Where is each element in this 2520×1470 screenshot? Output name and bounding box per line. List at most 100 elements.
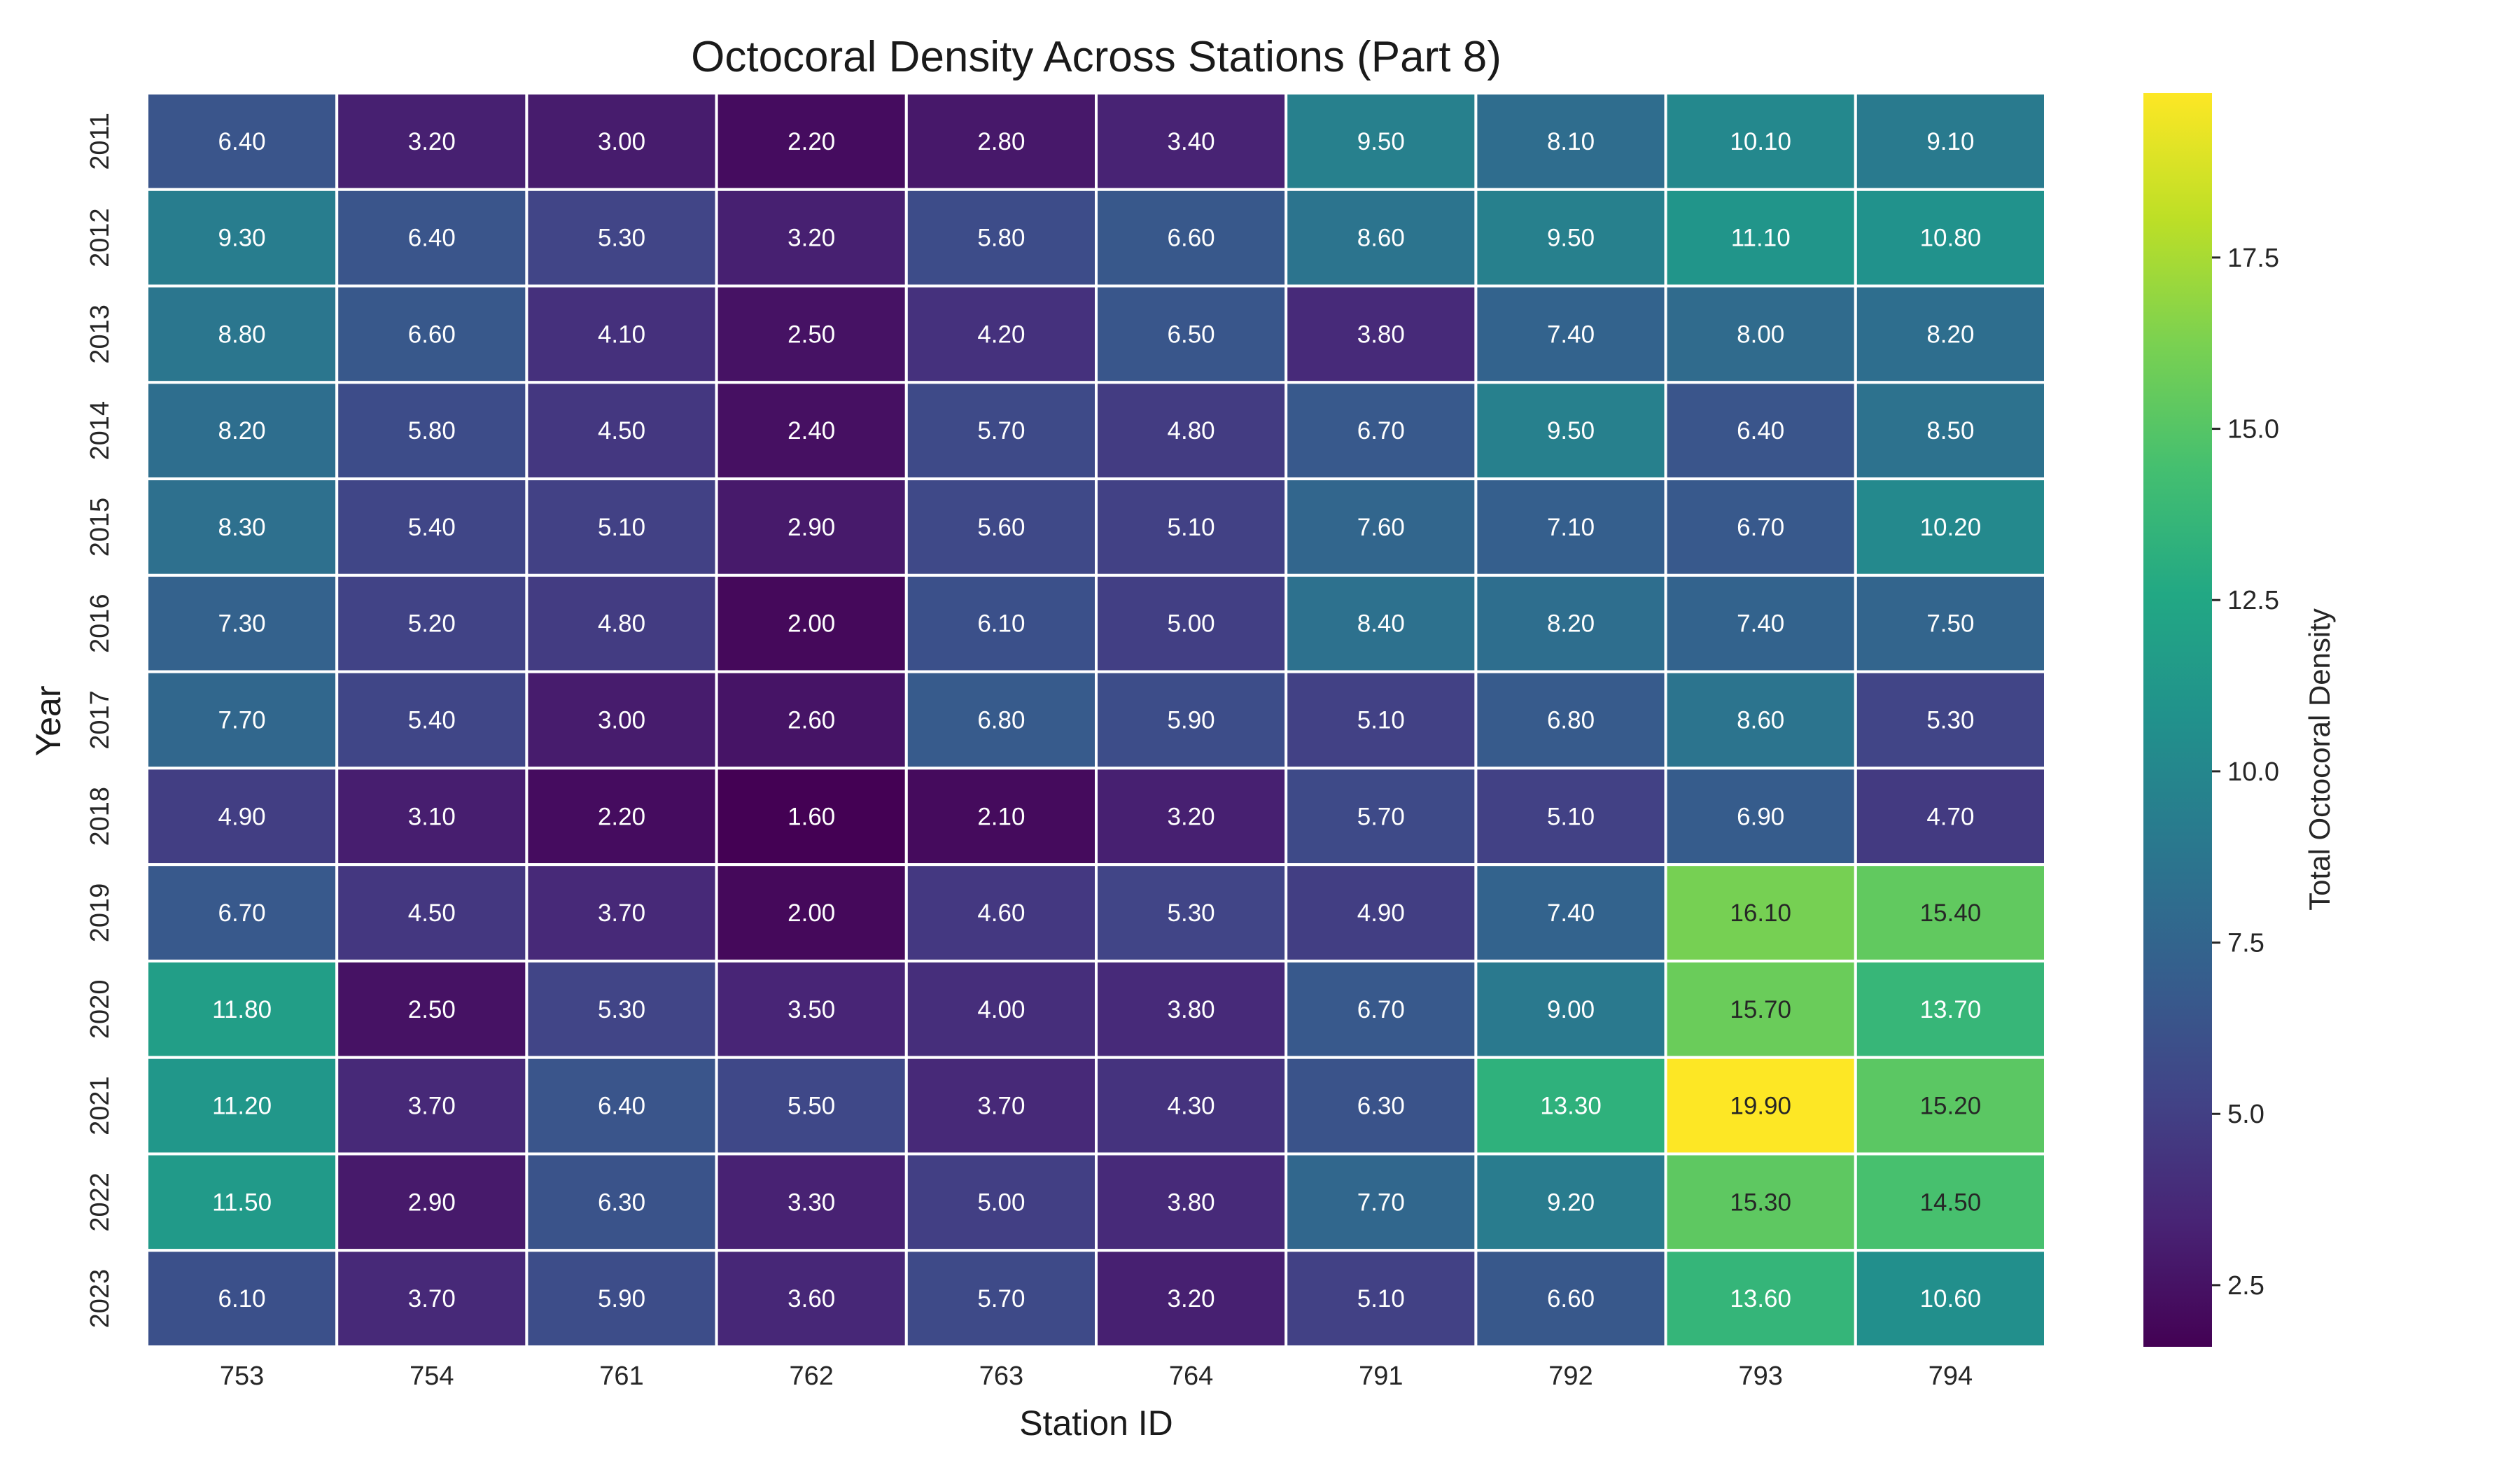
cell-value-label: 19.90 xyxy=(1730,1093,1791,1120)
cell-value-label: 3.30 xyxy=(788,1189,835,1216)
y-tick-label: 2020 xyxy=(85,980,115,1040)
y-tick-label: 2019 xyxy=(85,883,115,943)
cell-value-label: 10.10 xyxy=(1730,128,1791,155)
heatmap-cell xyxy=(1095,670,1288,770)
cell-value-label: 5.60 xyxy=(977,514,1025,541)
cell-value-label: 2.90 xyxy=(408,1189,456,1216)
cell-value-label: 6.70 xyxy=(1737,514,1784,541)
cell-value-label: 4.30 xyxy=(1168,1093,1215,1120)
colorbar-tick-label: 10.0 xyxy=(2227,757,2279,787)
cell-value-label: 9.00 xyxy=(1547,996,1595,1023)
heatmap-cell xyxy=(1664,1249,1857,1348)
cell-value-label: 4.60 xyxy=(977,899,1025,927)
cell-value-label: 13.60 xyxy=(1730,1285,1791,1312)
heatmap-cell xyxy=(1664,573,1857,673)
heatmap-cell xyxy=(1664,284,1857,384)
y-tick-label: 2014 xyxy=(85,401,115,461)
heatmap-cell xyxy=(1854,188,2047,288)
cell-value-label: 5.10 xyxy=(1357,1285,1405,1312)
heatmap-cell xyxy=(1474,284,1667,384)
cell-value-label: 5.10 xyxy=(598,514,645,541)
cell-value-label: 3.00 xyxy=(598,707,645,734)
cell-value-label: 11.80 xyxy=(212,996,272,1023)
colorbar-tick-label: 12.5 xyxy=(2227,586,2279,615)
cell-value-label: 8.40 xyxy=(1357,610,1405,638)
x-tick-label: 792 xyxy=(1548,1362,1592,1391)
y-tick-label: 2012 xyxy=(85,208,115,267)
cell-value-label: 5.90 xyxy=(598,1285,645,1312)
heatmap-cell xyxy=(525,1056,718,1156)
colorbar-tick-label: 5.0 xyxy=(2227,1100,2264,1129)
cell-value-label: 3.20 xyxy=(1168,803,1215,830)
cell-value-label: 5.00 xyxy=(1168,610,1215,638)
heatmap-cell xyxy=(1664,477,1857,577)
cell-value-label: 4.10 xyxy=(598,321,645,348)
cell-value-label: 11.50 xyxy=(212,1189,272,1216)
heatmap-cell xyxy=(904,573,1098,673)
heatmap-cell xyxy=(146,381,339,481)
cell-value-label: 7.60 xyxy=(1357,514,1405,541)
y-axis-ticks: 2011 2012 2013 2014 2015 2016 2017 2018 2019 2020… xyxy=(85,113,115,1328)
cell-value-label: 15.30 xyxy=(1730,1189,1791,1216)
heatmap-cell xyxy=(1284,863,1478,962)
cell-value-label: 8.60 xyxy=(1737,707,1784,734)
cell-value-label: 7.40 xyxy=(1547,899,1595,927)
cell-value-label: 2.40 xyxy=(788,417,835,444)
x-axis-label: Station ID xyxy=(1019,1404,1173,1443)
cell-value-label: 3.00 xyxy=(598,128,645,155)
heatmap-cell xyxy=(1284,284,1478,384)
cell-value-label: 8.20 xyxy=(218,417,266,444)
y-tick-label: 2015 xyxy=(85,498,115,557)
cell-value-label: 6.40 xyxy=(408,225,456,252)
heatmap-cell xyxy=(1095,573,1288,673)
cell-value-label: 5.30 xyxy=(1926,707,1974,734)
cell-value-label: 3.70 xyxy=(408,1285,456,1312)
cell-value-label: 3.80 xyxy=(1168,996,1215,1023)
colorbar-tick-label: 17.5 xyxy=(2227,244,2279,273)
heatmap-cell xyxy=(715,188,908,288)
x-tick-label: 764 xyxy=(1169,1362,1213,1391)
cell-value-label: 4.70 xyxy=(1926,803,1974,830)
cell-value-label: 9.10 xyxy=(1926,128,1974,155)
cell-value-label: 7.70 xyxy=(218,707,266,734)
heatmap-cell xyxy=(1284,766,1478,867)
heatmap-cell xyxy=(1664,1152,1857,1252)
cell-value-label: 7.30 xyxy=(218,610,266,638)
heatmap-cell xyxy=(715,863,908,962)
cell-value-label: 3.50 xyxy=(788,996,835,1023)
cell-value-label: 6.40 xyxy=(598,1093,645,1120)
heatmap-cell xyxy=(1095,381,1288,481)
cell-value-label: 2.00 xyxy=(788,899,835,927)
cell-value-label: 3.80 xyxy=(1168,1189,1215,1216)
cell-value-label: 4.50 xyxy=(408,899,456,927)
x-tick-label: 791 xyxy=(1359,1362,1403,1391)
cell-value-label: 3.40 xyxy=(1168,128,1215,155)
y-tick-label: 2018 xyxy=(85,787,115,846)
heatmap-cell xyxy=(1095,92,1288,191)
cell-value-label: 2.60 xyxy=(788,707,835,734)
heatmap-cell xyxy=(1664,381,1857,481)
heatmap-cell xyxy=(1854,1249,2047,1348)
heatmap-cell xyxy=(1095,477,1288,577)
heatmap-cell xyxy=(1474,1152,1667,1252)
heatmap-cell xyxy=(525,284,718,384)
heatmap-cell xyxy=(1095,766,1288,867)
heatmap-cell xyxy=(525,766,718,867)
cell-value-label: 9.50 xyxy=(1547,417,1595,444)
x-tick-label: 761 xyxy=(599,1362,643,1391)
cell-value-label: 8.80 xyxy=(218,321,266,348)
cell-value-label: 3.60 xyxy=(788,1285,835,1312)
cell-value-label: 5.50 xyxy=(788,1093,835,1120)
cell-value-label: 2.50 xyxy=(408,996,456,1023)
cell-value-label: 9.30 xyxy=(218,225,266,252)
heatmap-cell xyxy=(1664,863,1857,962)
heatmap-cell xyxy=(335,1152,528,1252)
colorbar-gradient xyxy=(2143,93,2212,1347)
cell-value-label: 6.60 xyxy=(1547,1285,1595,1312)
heatmap-cell xyxy=(146,1249,339,1348)
cell-value-label: 4.50 xyxy=(598,417,645,444)
heatmap-cell xyxy=(146,284,339,384)
heatmap-cell xyxy=(1474,670,1667,770)
x-tick-label: 754 xyxy=(410,1362,454,1391)
